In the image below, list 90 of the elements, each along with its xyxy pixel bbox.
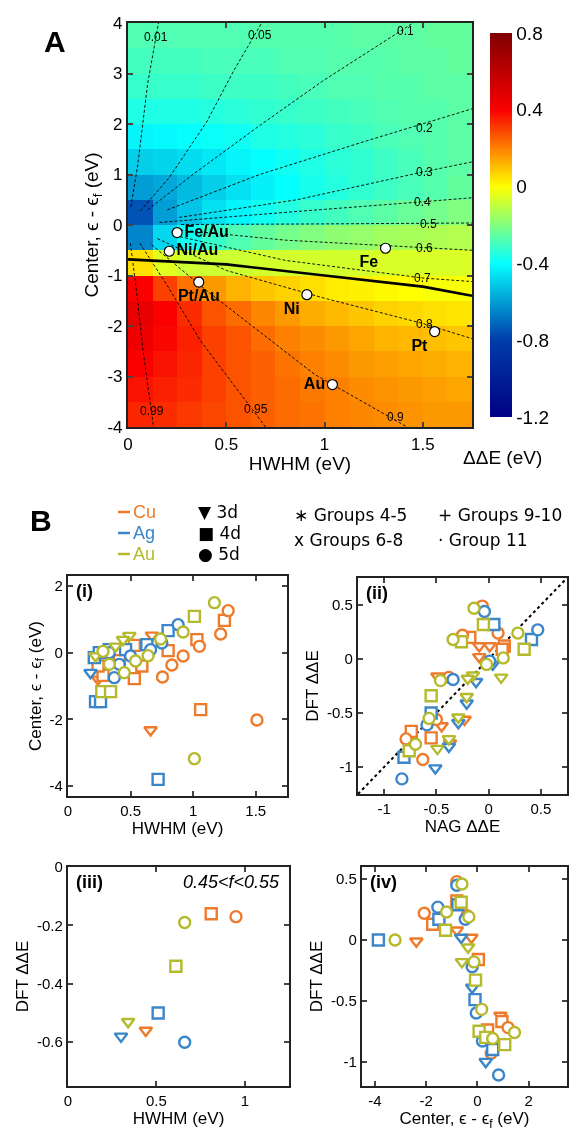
y-tick-label: -1: [107, 266, 123, 286]
y-tick-label: 0: [344, 650, 353, 668]
y-tick-label: -0.5: [327, 704, 353, 722]
text: · Group 11: [438, 530, 528, 550]
y-tick-label: -2: [107, 316, 123, 336]
y-tick-label: -0.2: [37, 916, 63, 934]
y-tick-label: -0.6: [37, 1033, 63, 1051]
x-axis-title: Center, ϵ - ϵ$_{f}$ (eV): [399, 1109, 530, 1131]
color-bar-label: 0.8: [516, 22, 543, 44]
y-tick-label: -1: [343, 1052, 357, 1070]
y-tick-label: -2: [49, 710, 63, 728]
y-tick-label: -3: [107, 367, 123, 387]
annotation: 0.99: [140, 404, 164, 418]
text: ▼ 3d: [198, 502, 239, 522]
x-tick-label: 2: [524, 1092, 533, 1110]
annotation: 0.9: [387, 410, 405, 424]
x-tick-label: -1: [377, 800, 391, 818]
text: + Groups 9-10: [438, 505, 563, 525]
y-tick-label: 0.5: [336, 870, 357, 888]
y-tick-label: 0: [54, 858, 63, 876]
annotation: 0.6: [416, 241, 434, 255]
annotation: (iii): [76, 872, 103, 892]
x-tick-label: 0.5: [214, 434, 239, 454]
annotation: 0.1: [397, 24, 415, 38]
y-tick-label: 0.5: [332, 596, 353, 614]
series-label: Au: [303, 374, 326, 392]
series-label: Fe/Au: [184, 222, 229, 240]
y-tick-label: -1: [339, 758, 353, 776]
x-tick-label: 1.5: [245, 802, 267, 820]
annotation: 0.2: [416, 121, 434, 135]
annotation: (iv): [370, 872, 398, 892]
y-axis-title: DFT ΔΔE: [303, 650, 323, 722]
legend-label: Au: [133, 544, 156, 564]
y-tick-label: -4: [107, 417, 123, 437]
x-tick-label: -0.5: [423, 800, 450, 818]
color-bar-label: -0.8: [516, 329, 550, 351]
series-label: Fe: [359, 253, 379, 271]
color-bar-label: 0: [516, 176, 527, 198]
text: ∗ Groups 4-5: [294, 505, 408, 525]
x-axis-title: HWHM (eV): [131, 819, 224, 839]
x-tick-label: 0.5: [530, 800, 552, 818]
series-label: Ni: [283, 299, 300, 317]
annotation: 0.7: [414, 271, 432, 285]
y-tick-label: -0.4: [37, 975, 63, 993]
annotation: 0.4: [414, 195, 432, 209]
annotation: 0.5: [420, 217, 438, 231]
legend-label: Cu: [133, 502, 157, 522]
annotation: 0.95: [244, 402, 268, 416]
y-tick-label: 0: [113, 215, 123, 235]
y-tick-label: 2: [54, 577, 63, 595]
annotation: 0.05: [248, 28, 272, 42]
y-axis-title: DFT ΔΔE: [307, 940, 327, 1013]
color-bar-label: -1.2: [516, 406, 550, 428]
y-tick-label: 3: [113, 64, 123, 84]
color-bar-title: ΔΔE (eV): [463, 447, 543, 468]
x-tick-label: 0.5: [145, 1092, 167, 1110]
x-axis-title: NAG ΔΔE: [424, 817, 501, 837]
text: ● 5d: [198, 544, 240, 564]
y-tick-label: 2: [113, 114, 123, 134]
text: ■ 4d: [198, 523, 242, 543]
legend-label: Ag: [133, 523, 156, 543]
x-tick-label: 0: [484, 800, 493, 818]
text: x Groups 6-8: [294, 530, 404, 550]
x-tick-label: 1: [188, 802, 198, 820]
text: A: [44, 25, 66, 58]
y-tick-label: 0: [54, 643, 63, 661]
x-axis-title: HWHM (eV): [248, 453, 352, 475]
annotation: (ii): [366, 583, 388, 603]
x-tick-label: -2: [419, 1092, 433, 1110]
x-tick-label: -4: [368, 1092, 382, 1110]
y-tick-label: -0.5: [331, 992, 357, 1010]
series-label: Pt: [411, 336, 429, 354]
y-tick-label: 1: [113, 165, 123, 185]
color-bar-label: -0.4: [516, 253, 550, 275]
y-tick-label: 4: [113, 13, 123, 33]
series-label: Pt/Au: [177, 287, 220, 305]
x-tick-label: 0: [473, 1092, 482, 1110]
annotation: 0.3: [416, 165, 434, 179]
y-axis-title: DFT ΔΔE: [13, 940, 33, 1013]
x-tick-label: 1.5: [411, 434, 435, 454]
color-bar-label: 0.4: [516, 99, 544, 121]
y-tick-label: -4: [49, 777, 63, 795]
annotation: (i): [76, 581, 93, 601]
annotation: 0.01: [144, 30, 168, 44]
text: B: [30, 504, 52, 537]
y-tick-label: 0: [348, 931, 357, 949]
annotation: 0.8: [416, 317, 434, 331]
x-axis-title: HWHM (eV): [132, 1109, 225, 1129]
annotation: 0.45<f<0.55: [183, 872, 281, 892]
x-tick-label: 1: [240, 1092, 249, 1110]
